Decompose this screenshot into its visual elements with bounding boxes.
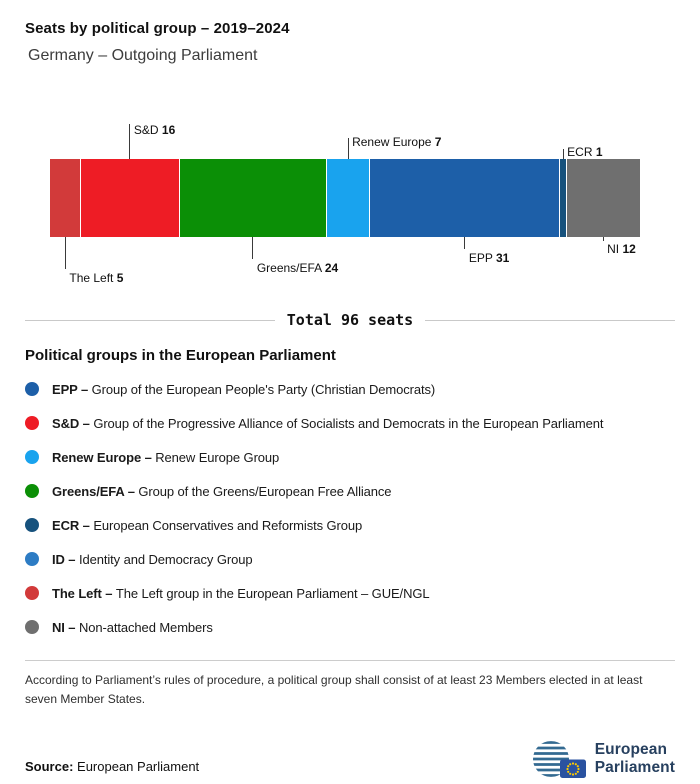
bar-label-s-d: S&D 16: [133, 123, 176, 137]
callout-line-ni: [602, 237, 604, 241]
total-rule-left: [25, 319, 275, 321]
ep-logo-line2: Parliament: [594, 759, 675, 777]
bar-label-greens-efa: Greens/EFA 24: [256, 261, 339, 275]
bar-segment-epp[interactable]: [370, 159, 560, 237]
seats-bar-chart: The Left 5 S&D 16 Greens/EFA 24 Renew Europ…: [50, 121, 640, 289]
total-seats-label: Total 96 seats: [286, 311, 414, 329]
legend-dot-epp: [25, 382, 39, 396]
callout-line-s-d: [129, 124, 131, 159]
legend-item-ni: NI – Non-attached Members: [25, 610, 675, 644]
legend-item-renew-europe: Renew Europe – Renew Europe Group: [25, 440, 675, 474]
legend-list: EPP – Group of the European People's Par…: [25, 372, 675, 644]
divider: [25, 660, 675, 661]
legend-label: The Left – The Left group in the Europea…: [52, 585, 430, 601]
stacked-bar: [50, 159, 640, 237]
legend-item-s-d: S&D – Group of the Progressive Alliance …: [25, 406, 675, 440]
total-seats-row: Total 96 seats: [25, 311, 675, 329]
page-subtitle: Germany – Outgoing Parliament: [28, 47, 258, 64]
eu-flag: [559, 759, 586, 779]
legend-label: S&D – Group of the Progressive Alliance …: [52, 415, 604, 431]
source-value: European Parliament: [77, 759, 200, 775]
legend-dot-id: [25, 552, 39, 566]
total-rule-right: [425, 319, 675, 321]
bar-segment-s-d[interactable]: [81, 159, 180, 237]
ep-logo-line1: European: [594, 740, 668, 758]
bar-segment-ecr[interactable]: [559, 159, 567, 237]
source-label: Source:: [25, 759, 74, 775]
legend-dot-greens-efa: [25, 484, 39, 498]
bar-label-ecr: ECR 1: [567, 145, 603, 159]
legend-item-ecr: ECR – European Conservatives and Reformi…: [25, 508, 675, 542]
bar-segment-greens-efa[interactable]: [179, 159, 327, 237]
legend-dot-s-d: [25, 416, 39, 430]
bar-segment-ni[interactable]: [566, 159, 640, 237]
bar-segment-the-left[interactable]: [50, 159, 82, 237]
source-line: Source: European Parliament: [25, 759, 199, 780]
page-title: Seats by political group – 2019–2024: [25, 20, 290, 37]
legend-label: Renew Europe – Renew Europe Group: [52, 449, 280, 465]
callout-line-ecr: [562, 149, 564, 159]
legend-label: NI – Non-attached Members: [52, 619, 213, 635]
bar-label-ni: NI 12: [607, 242, 636, 256]
legend-dot-ecr: [25, 518, 39, 532]
legend-item-id: ID – Identity and Democracy Group: [25, 542, 675, 576]
legend-item-greens-efa: Greens/EFA – Group of the Greens/Europea…: [25, 474, 675, 508]
bar-label-epp: EPP 31: [468, 251, 510, 265]
legend-dot-ni: [25, 620, 39, 634]
legend-label: ID – Identity and Democracy Group: [52, 551, 253, 567]
legend-label: EPP – Group of the European People's Par…: [52, 381, 436, 397]
callout-line-epp: [464, 237, 466, 249]
callout-line-the-left: [64, 237, 66, 269]
legend-item-the-left: The Left – The Left group in the Europea…: [25, 576, 675, 610]
footnote: According to Parliament’s rules of proce…: [25, 673, 643, 706]
bar-label-the-left: The Left 5: [69, 271, 124, 285]
ep-emblem-icon: [532, 741, 586, 779]
legend-item-epp: EPP – Group of the European People's Par…: [25, 372, 675, 406]
footer-row: Source: European Parliament: [25, 738, 675, 780]
ep-logo: European Parliament: [532, 738, 675, 780]
legend-label: ECR – European Conservatives and Reformi…: [52, 517, 363, 533]
legend-dot-the-left: [25, 586, 39, 600]
callout-line-renew-europe: [347, 138, 349, 159]
legend-heading: Political groups in the European Parliam…: [25, 347, 336, 364]
legend-label: Greens/EFA – Group of the Greens/Europea…: [52, 483, 392, 499]
legend-dot-renew-europe: [25, 450, 39, 464]
ep-logo-text: European Parliament: [595, 741, 675, 778]
callout-line-greens-efa: [252, 237, 254, 259]
bar-label-renew-europe: Renew Europe 7: [352, 135, 442, 149]
eu-stars: [566, 762, 580, 776]
bar-segment-renew-europe[interactable]: [326, 159, 371, 237]
